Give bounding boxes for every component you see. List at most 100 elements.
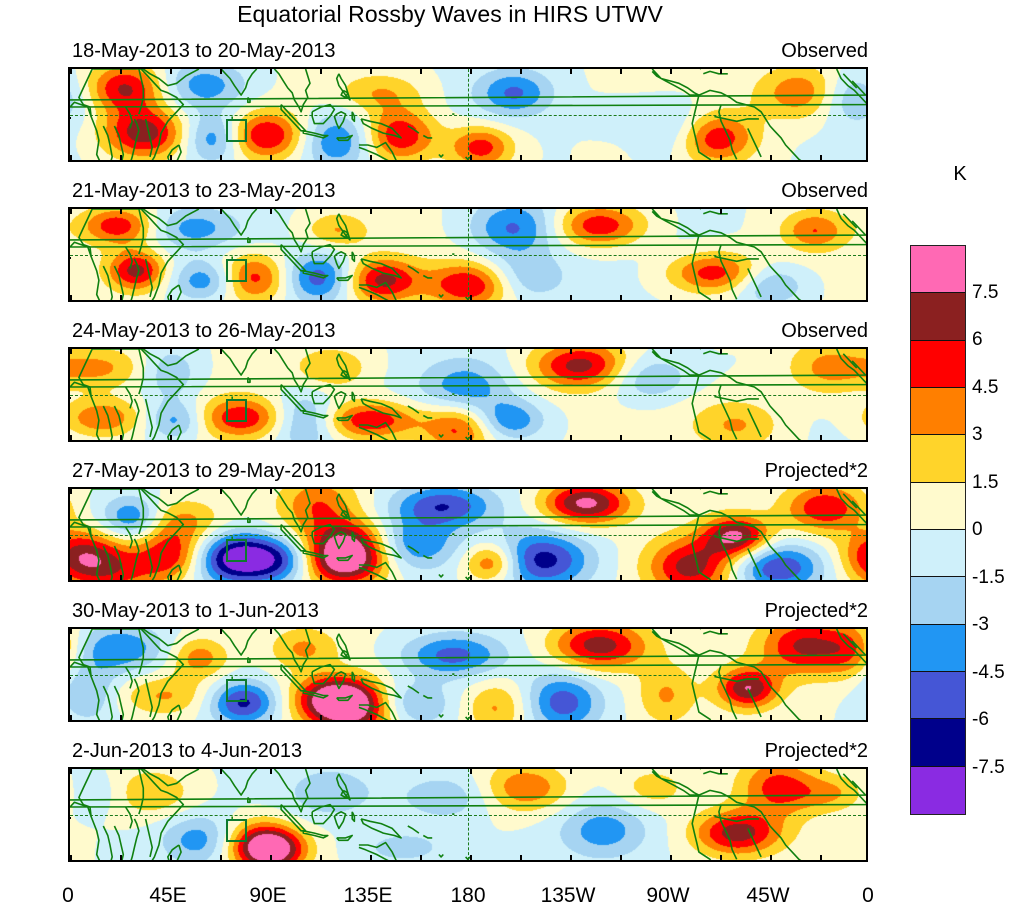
x-tick-mark (320, 629, 322, 634)
x-tick-mark (820, 435, 822, 440)
x-tick-mark (770, 69, 772, 74)
x-tick-mark (170, 629, 172, 634)
x-tick-mark (470, 295, 472, 300)
y-tick-mark (70, 536, 71, 539)
panel-kind-label: Observed (781, 40, 868, 62)
x-tick-mark (120, 575, 122, 580)
x-tick-mark (720, 575, 722, 580)
x-tick-mark (570, 209, 572, 214)
x-tick-mark (670, 69, 672, 74)
x-tick-mark (420, 435, 422, 440)
y-tick-mark (70, 116, 71, 119)
x-tick-mark (770, 349, 772, 354)
x-tick-mark (670, 769, 672, 774)
x-tick-mark (820, 69, 822, 74)
x-tick-mark (370, 435, 372, 440)
coastline-overlay (70, 489, 868, 582)
x-tick-mark (720, 715, 722, 720)
y-tick-mark (70, 209, 71, 211)
dateline-180-marker (468, 769, 469, 860)
x-tick-mark (470, 349, 472, 354)
x-tick-mark (770, 489, 772, 494)
x-tick-mark (320, 295, 322, 300)
x-tick-mark (820, 769, 822, 774)
region-of-interest-box (225, 398, 248, 422)
x-tick-mark (570, 489, 572, 494)
x-tick-mark (70, 349, 72, 354)
x-tick-mark (370, 69, 372, 74)
y-tick-mark (70, 396, 71, 399)
colorbar-swatch (911, 387, 965, 436)
panel-kind-label: Projected*2 (764, 460, 868, 482)
x-tick-mark (320, 69, 322, 74)
x-tick-mark (70, 435, 72, 440)
x-tick-mark (770, 715, 772, 720)
x-tick-mark (620, 715, 622, 720)
x-tick-mark (220, 769, 222, 774)
dateline-180-marker (468, 209, 469, 300)
dateline-180-marker (468, 69, 469, 160)
x-tick-mark (770, 575, 772, 580)
x-axis-tick-label: 0 (862, 884, 874, 907)
x-tick-mark (620, 489, 622, 494)
y-tick-mark (70, 489, 71, 491)
x-tick-mark (170, 575, 172, 580)
colorbar-unit-text: K (953, 163, 967, 185)
x-tick-mark (470, 715, 472, 720)
x-tick-mark (220, 715, 222, 720)
colorbar-tick-label: 3 (972, 424, 983, 445)
dateline-180-marker (468, 629, 469, 720)
x-tick-mark (320, 575, 322, 580)
x-tick-mark (720, 489, 722, 494)
x-tick-mark (120, 349, 122, 354)
x-tick-mark (670, 715, 672, 720)
panel-date-range: 24-May-2013 to 26-May-2013 (72, 320, 336, 342)
x-tick-mark (220, 435, 222, 440)
x-tick-mark (470, 629, 472, 634)
x-tick-mark (170, 155, 172, 160)
x-tick-mark (570, 855, 572, 860)
x-tick-mark (370, 155, 372, 160)
x-tick-mark (470, 69, 472, 74)
x-tick-mark (220, 69, 222, 74)
x-tick-mark (270, 295, 272, 300)
x-tick-mark (720, 349, 722, 354)
dateline-180-marker (468, 349, 469, 440)
colorbar-swatch (911, 435, 965, 483)
x-tick-mark (370, 209, 372, 214)
x-tick-mark (720, 295, 722, 300)
x-tick-mark (420, 629, 422, 634)
x-tick-mark (270, 435, 272, 440)
x-tick-mark (470, 155, 472, 160)
x-tick-mark (520, 489, 522, 494)
x-tick-mark (170, 209, 172, 214)
x-tick-mark (270, 489, 272, 494)
x-tick-mark (620, 629, 622, 634)
x-axis-tick-label: 135W (540, 884, 596, 907)
colorbar-swatch (911, 482, 965, 530)
panel-6: 2-Jun-2013 to 4-Jun-2013Projected*220N02… (0, 740, 900, 880)
x-tick-mark (670, 349, 672, 354)
x-tick-mark (470, 575, 472, 580)
x-tick-mark (370, 769, 372, 774)
x-tick-mark (420, 295, 422, 300)
colorbar-tick-label: -3 (972, 614, 989, 635)
x-tick-mark (620, 295, 622, 300)
x-tick-mark (570, 575, 572, 580)
colorbar-swatch (911, 340, 965, 388)
y-tick-mark (70, 69, 71, 71)
colorbar-tick-labels: 7.5 6 4.5 3 1.5 0 -1.5 -3 -4.5 -6 -7.5 (972, 245, 1024, 815)
x-tick-mark (720, 69, 722, 74)
colorbar-tick-label: 4.5 (972, 376, 999, 398)
panel-4: 27-May-2013 to 29-May-2013Projected*220N… (0, 460, 900, 600)
x-tick-mark (620, 855, 622, 860)
map-plot-area (68, 207, 868, 302)
region-of-interest-box (225, 678, 248, 702)
x-tick-mark (270, 769, 272, 774)
colorbar-swatch (911, 293, 965, 341)
x-tick-mark (770, 155, 772, 160)
coastline-overlay (70, 769, 868, 862)
x-tick-mark (70, 715, 72, 720)
x-tick-mark (720, 769, 722, 774)
y-tick-mark (70, 629, 71, 631)
